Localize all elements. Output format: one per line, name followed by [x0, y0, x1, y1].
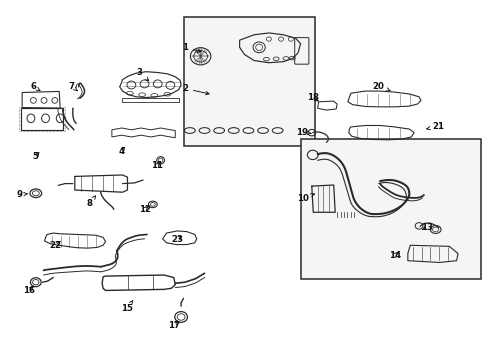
- Text: 10: 10: [297, 194, 314, 203]
- Text: 15: 15: [121, 301, 133, 313]
- Text: 5: 5: [33, 152, 39, 161]
- Bar: [183, 17, 315, 146]
- Bar: [300, 139, 480, 279]
- Text: 16: 16: [23, 286, 35, 295]
- Text: 1: 1: [182, 43, 201, 53]
- Text: 21: 21: [426, 122, 444, 131]
- Text: 17: 17: [167, 321, 180, 330]
- Text: 7: 7: [68, 82, 77, 91]
- Bar: [19, 107, 65, 131]
- Text: 9: 9: [16, 190, 28, 199]
- Text: 8: 8: [86, 196, 96, 208]
- Text: 14: 14: [388, 251, 400, 260]
- Text: 11: 11: [150, 161, 163, 170]
- Text: 23: 23: [171, 235, 183, 244]
- Text: 22: 22: [49, 241, 61, 250]
- Text: 20: 20: [372, 82, 389, 91]
- Text: 4: 4: [118, 147, 124, 156]
- Text: 2: 2: [182, 84, 209, 95]
- Text: 18: 18: [306, 93, 318, 102]
- Text: 3: 3: [136, 68, 148, 81]
- Text: 12: 12: [138, 205, 150, 214]
- Text: 6: 6: [31, 82, 40, 91]
- Text: 13: 13: [421, 223, 432, 232]
- Text: 19: 19: [295, 128, 310, 137]
